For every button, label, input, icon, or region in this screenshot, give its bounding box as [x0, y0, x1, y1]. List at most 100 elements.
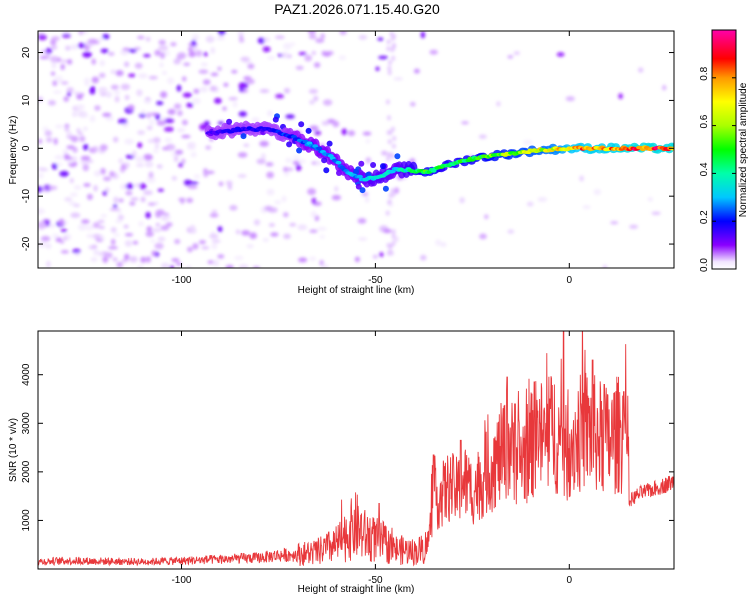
spectrogram-noise-blob [140, 256, 147, 263]
spectrogram-noise-blob [231, 69, 238, 74]
spectrogram-noise-blob [308, 88, 318, 94]
spectrogram-noise-blob [357, 218, 367, 224]
spectrogram-noise-blob [377, 37, 384, 41]
spectrogram-noise-blob [190, 151, 197, 158]
spectrogram-noise-blob [78, 31, 84, 36]
spectrogram-noise-blob [66, 145, 75, 150]
spectrogram-noise-blob [479, 233, 487, 240]
spectrogram-noise-blob [362, 131, 372, 136]
spectrogram-noise-blob [267, 56, 276, 60]
colorbar-gradient [712, 30, 736, 269]
spectrogram-ridge-halo [358, 160, 365, 167]
spectrogram-noise-blob [193, 88, 200, 94]
spectrogram-noise-blob [390, 126, 395, 132]
spectrogram-noise-blob [629, 224, 639, 229]
spectrogram-noise-blob [92, 244, 98, 249]
spectrogram-ridge-halo [226, 118, 233, 125]
snr-x-tick-label: 0 [567, 575, 573, 586]
spectrogram-noise-blob [94, 105, 101, 111]
spectrogram-noise-blob [651, 211, 661, 215]
spectrogram-noise-blob [154, 143, 160, 149]
spectrogram-noise-blob [100, 214, 108, 218]
spectrogram-noise-blob [593, 188, 602, 196]
spectrogram-noise-blob [140, 196, 146, 203]
spectrogram-noise-blob [313, 95, 319, 102]
chart-title: PAZ1.2026.071.15.40.G20 [274, 1, 440, 17]
spectrogram-noise-blob [72, 156, 78, 161]
spectrogram-noise-blob [338, 55, 347, 60]
spectrogram-noise-blob [63, 153, 70, 161]
spectrogram-noise-blob [388, 248, 393, 254]
spectrogram-noise-blob [146, 125, 153, 130]
spectrogram-noise-blob [65, 45, 71, 51]
spectrogram-noise-blob [386, 39, 391, 45]
spectrogram-noise-blob [143, 154, 153, 161]
spectrogram-noise-blob [144, 161, 154, 168]
spectrogram-noise-blob [381, 150, 388, 156]
spectrogram-noise-blob [138, 73, 148, 79]
spectrogram-noise-blob [66, 160, 75, 164]
spectrogram-noise-blob [99, 60, 106, 67]
spectrogram-noise-blob [321, 264, 329, 268]
spectrogram-ridge-halo [382, 185, 389, 192]
spectrogram-noise-blob [67, 59, 73, 65]
spectrogram-x-tick-label: 0 [567, 275, 573, 286]
spectrogram-noise-blob [113, 89, 121, 96]
spectrogram-ridge-halo [321, 157, 328, 164]
spectrogram-noise-blob [198, 240, 206, 245]
snr-frame [37, 330, 675, 570]
spectrogram-noise-blob [176, 262, 182, 266]
spectrogram-noise-blob [150, 112, 159, 116]
spectrogram-noise-blob [391, 229, 396, 235]
spectrogram-noise-blob [227, 183, 232, 190]
colorbar-label: Normalized spectral amplitude [738, 82, 749, 217]
spectrogram-noise-blob [459, 197, 465, 204]
spectrogram-noise-blob [579, 175, 584, 182]
spectrogram-noise-blob [283, 171, 290, 177]
spectrogram-noise-blob [84, 45, 90, 51]
spectrogram-noise-blob [387, 139, 392, 145]
spectrogram-noise-blob [45, 243, 52, 250]
spectrogram-noise-blob [115, 70, 124, 77]
snr-y-tick-label: 1000 [21, 509, 32, 532]
spectrogram-noise-blob [556, 52, 565, 57]
spectrogram-noise-blob [99, 235, 105, 240]
spectrogram-noise-blob [120, 83, 131, 91]
spectrogram-noise-blob [315, 38, 325, 43]
spectrogram-noise-blob [212, 259, 219, 267]
spectrogram-noise-blob [187, 185, 198, 189]
spectrogram-noise-blob [375, 66, 380, 72]
spectrogram-noise-blob [181, 134, 191, 139]
spectrogram-x-tick-label: -50 [368, 275, 383, 286]
spectrogram-noise-blob [522, 139, 533, 145]
spectrogram-noise-blob [266, 188, 275, 196]
spectrogram-noise-blob [55, 237, 62, 243]
spectrogram-noise-blob [173, 155, 179, 163]
spectrogram-noise-blob [319, 259, 324, 266]
spectrogram-noise-blob [323, 52, 331, 57]
spectrogram-noise-blob [177, 110, 183, 117]
spectrogram-noise-blob [89, 86, 96, 91]
spectrogram-noise-blob [192, 97, 201, 105]
spectrogram-ridge-core [356, 174, 363, 179]
spectrogram-noise-blob [69, 177, 74, 184]
spectrogram-noise-blob [89, 115, 96, 123]
colorbar-frame [711, 29, 737, 270]
spectrogram-noise-blob [309, 125, 319, 131]
spectrogram-noise-blob [217, 254, 225, 259]
spectrogram-noise-blob [137, 265, 144, 268]
colorbar-tick-label: 0.0 [699, 258, 710, 272]
spectrogram-noise-blob [124, 162, 130, 168]
spectrogram-noise-blob [137, 142, 143, 148]
spectrogram-noise-blob [141, 109, 146, 115]
spectrogram-noise-blob [86, 193, 93, 201]
spectrogram-noise-blob [156, 120, 166, 126]
spectrogram-x-axis-label: Height of straight line (km) [298, 285, 415, 296]
spectrogram-noise-blob [38, 186, 44, 193]
spectrogram-noise-blob [70, 212, 81, 218]
spectrogram-noise-blob [392, 42, 396, 48]
spectrogram-noise-blob [484, 214, 489, 220]
spectrogram-noise-blob [105, 115, 114, 121]
spectrogram-noise-blob [110, 238, 116, 246]
spectrogram-y-ticks: 20 10 0 -10 -20 [21, 47, 674, 251]
